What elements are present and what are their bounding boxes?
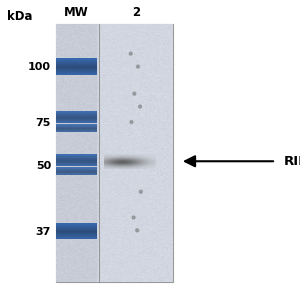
Text: 100: 100 (28, 61, 51, 72)
Circle shape (129, 52, 132, 55)
Text: 2: 2 (132, 7, 141, 20)
Text: MW: MW (64, 7, 89, 20)
Circle shape (136, 229, 139, 232)
Circle shape (132, 216, 135, 219)
Text: RIPK3: RIPK3 (284, 155, 300, 168)
Circle shape (139, 105, 142, 108)
Bar (56, 24, 98, 282)
Circle shape (139, 190, 142, 193)
Circle shape (133, 92, 136, 95)
Circle shape (130, 121, 133, 124)
Text: 50: 50 (36, 161, 51, 171)
Circle shape (136, 65, 140, 68)
Text: kDa: kDa (8, 10, 33, 22)
Text: 37: 37 (36, 227, 51, 237)
Text: 75: 75 (36, 118, 51, 128)
Bar (56, 24, 172, 282)
